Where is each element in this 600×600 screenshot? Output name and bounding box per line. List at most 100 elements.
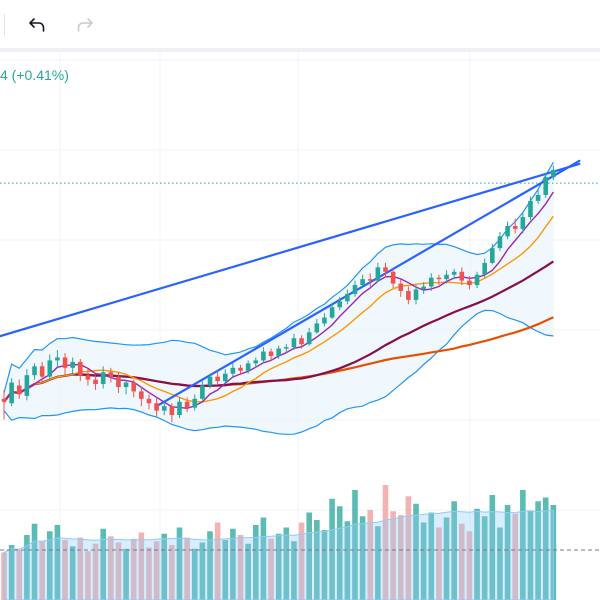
candle-body bbox=[551, 169, 556, 178]
volume-bar bbox=[489, 495, 496, 600]
candle bbox=[1, 389, 7, 420]
candle-body bbox=[451, 271, 457, 275]
candle-body bbox=[490, 248, 495, 263]
candle-body bbox=[139, 391, 144, 399]
volume-bar bbox=[336, 506, 343, 600]
candle bbox=[299, 335, 304, 349]
candles bbox=[1, 165, 556, 423]
volume-bar bbox=[413, 503, 419, 600]
candle-body bbox=[421, 286, 426, 290]
chart-toolbar bbox=[0, 0, 600, 49]
candle-body bbox=[215, 376, 220, 382]
candle bbox=[284, 344, 289, 354]
candle bbox=[47, 354, 53, 380]
volume-bar bbox=[69, 546, 76, 600]
candle bbox=[520, 212, 526, 234]
volume-bar bbox=[161, 533, 168, 600]
volume-bar bbox=[169, 545, 175, 600]
volume-bar bbox=[382, 485, 389, 600]
volume-bar bbox=[46, 531, 53, 600]
candle bbox=[337, 296, 343, 311]
candle bbox=[390, 268, 396, 289]
candle bbox=[123, 379, 129, 395]
candle bbox=[345, 289, 350, 305]
candle-body bbox=[230, 367, 236, 374]
candle-body bbox=[467, 280, 472, 286]
trendline bbox=[0, 162, 581, 338]
candle-body bbox=[367, 279, 373, 281]
candle-body bbox=[100, 372, 106, 385]
candle bbox=[314, 319, 320, 334]
candle-body bbox=[47, 360, 53, 377]
volume-bar bbox=[459, 523, 465, 600]
candle-body bbox=[192, 398, 198, 408]
candle bbox=[131, 379, 137, 398]
volume-bar bbox=[176, 527, 183, 600]
candle-body bbox=[352, 285, 358, 294]
candle-body bbox=[70, 361, 75, 368]
candle bbox=[322, 313, 327, 327]
candle bbox=[169, 403, 175, 423]
candle bbox=[184, 397, 190, 413]
price-chart[interactable] bbox=[0, 52, 600, 600]
candle bbox=[406, 286, 411, 305]
candle-body bbox=[9, 382, 14, 404]
candle-body bbox=[360, 279, 365, 286]
redo-button[interactable] bbox=[70, 10, 100, 40]
volume-bar bbox=[451, 501, 457, 600]
volume-bar bbox=[344, 521, 351, 600]
candle bbox=[32, 363, 37, 380]
volume-bar bbox=[367, 510, 374, 600]
candle-body bbox=[322, 317, 327, 324]
candle-body bbox=[528, 200, 533, 218]
volume-bar bbox=[85, 551, 91, 600]
volume-bar bbox=[390, 511, 396, 600]
candle-body bbox=[200, 385, 205, 399]
candle bbox=[375, 262, 381, 283]
candle-body bbox=[428, 277, 434, 287]
candle bbox=[261, 347, 266, 364]
candle-body bbox=[406, 290, 411, 300]
volume-bar bbox=[77, 537, 84, 600]
candle-body bbox=[245, 363, 251, 371]
undo-button[interactable] bbox=[22, 10, 52, 40]
volume-bar bbox=[512, 513, 519, 600]
candle bbox=[70, 357, 75, 376]
candle bbox=[421, 282, 426, 294]
candle bbox=[459, 267, 465, 286]
candle bbox=[543, 172, 549, 198]
candle bbox=[413, 285, 419, 305]
candle bbox=[276, 345, 281, 359]
candle bbox=[161, 401, 167, 416]
candle bbox=[222, 369, 228, 385]
volume-bar bbox=[535, 501, 541, 600]
candle bbox=[360, 274, 365, 289]
redo-arrow-icon bbox=[77, 18, 93, 32]
candle bbox=[467, 276, 472, 290]
undo-arrow-icon bbox=[29, 18, 45, 32]
candle-body bbox=[116, 376, 121, 387]
candle-body bbox=[505, 225, 510, 237]
candle bbox=[451, 268, 457, 280]
volume-ma-area bbox=[3, 509, 554, 600]
volume-bar bbox=[329, 498, 335, 600]
volume-bar bbox=[123, 548, 129, 600]
candle bbox=[490, 243, 495, 265]
volume-bar bbox=[207, 531, 213, 600]
candle bbox=[505, 221, 510, 240]
candle-body bbox=[444, 274, 449, 280]
candle-body bbox=[337, 301, 343, 308]
volume-bar bbox=[504, 505, 511, 600]
candle-body bbox=[276, 348, 281, 356]
candle bbox=[306, 327, 312, 346]
candle bbox=[238, 364, 243, 376]
candle-body bbox=[398, 283, 404, 291]
candle bbox=[398, 279, 404, 297]
candle bbox=[291, 333, 297, 351]
volume-bar bbox=[283, 527, 290, 600]
candle bbox=[177, 397, 182, 419]
volume-bar bbox=[62, 540, 68, 600]
candle bbox=[78, 358, 83, 382]
candle bbox=[551, 165, 556, 181]
candle-body bbox=[261, 351, 266, 361]
